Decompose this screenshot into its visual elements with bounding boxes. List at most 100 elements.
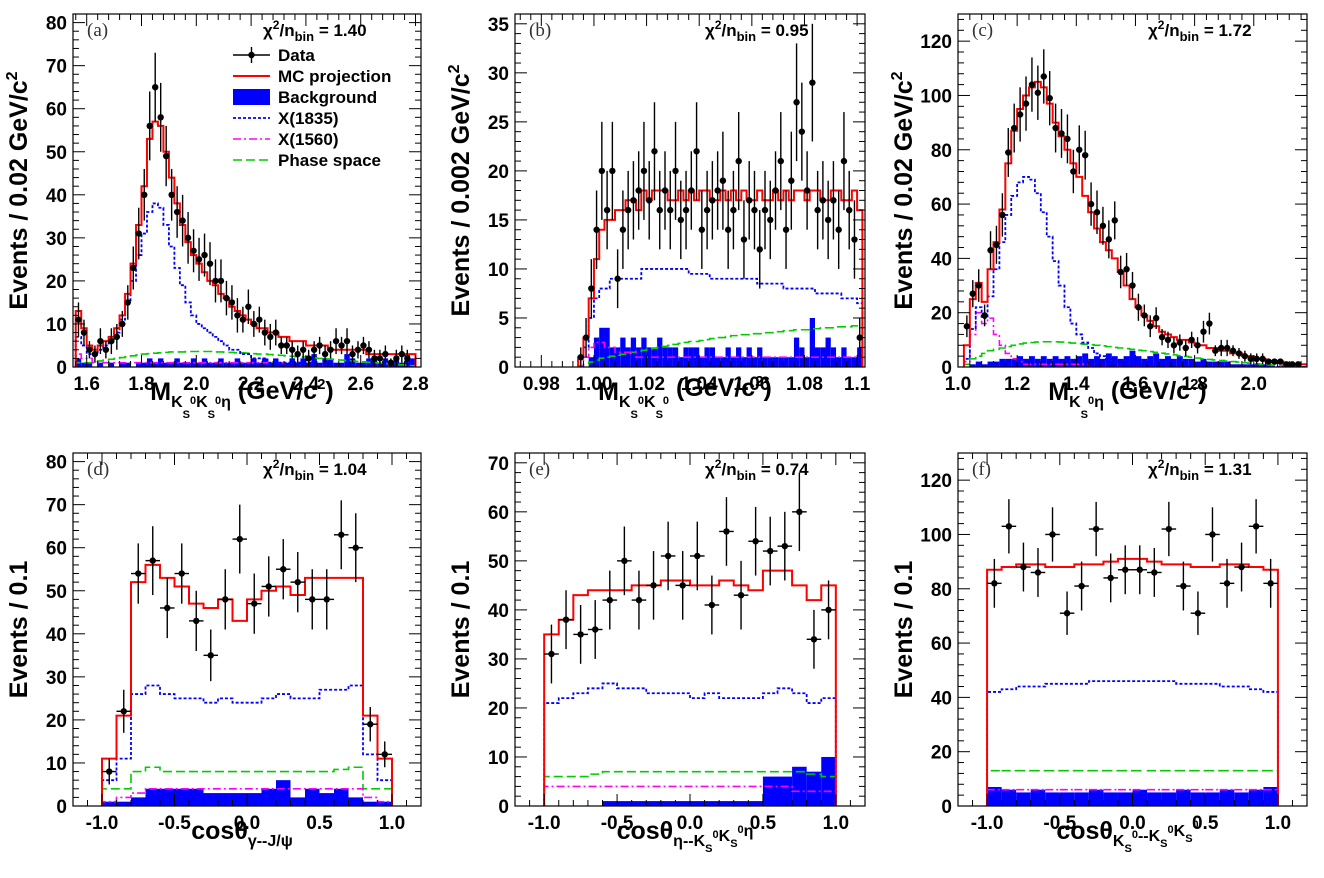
x-tick-label: 1.6 bbox=[1122, 374, 1148, 395]
background-bar bbox=[218, 793, 233, 806]
background-bar bbox=[363, 801, 378, 806]
background-bar bbox=[688, 347, 694, 367]
background-bar bbox=[1253, 364, 1260, 367]
data-point bbox=[621, 557, 628, 565]
y-axis-title: Events / 0.1 bbox=[5, 561, 33, 699]
background-bar bbox=[1005, 358, 1012, 367]
chi2-label: χ2/nbin = 1.40 bbox=[263, 18, 367, 44]
background-bar bbox=[207, 362, 213, 367]
background-bar bbox=[602, 801, 618, 806]
data-point bbox=[969, 290, 976, 297]
background-bar bbox=[278, 362, 284, 367]
background-bar bbox=[609, 347, 615, 367]
y-axis-title: Events / 0.1 bbox=[447, 561, 475, 699]
x-tick-label: 2.6 bbox=[348, 374, 374, 395]
background-bar bbox=[678, 357, 684, 367]
background-bar bbox=[168, 362, 175, 367]
background-bar bbox=[1064, 356, 1071, 367]
y-tick-label: 70 bbox=[488, 454, 509, 475]
legend-label: Phase space bbox=[278, 151, 381, 170]
data-point bbox=[267, 333, 274, 341]
data-point bbox=[338, 342, 345, 349]
background-bar bbox=[157, 358, 164, 367]
background-bar bbox=[185, 362, 191, 367]
background-bar bbox=[1117, 358, 1124, 367]
data-point bbox=[1209, 531, 1216, 538]
background-bar bbox=[806, 771, 822, 806]
y-tick-label: 40 bbox=[488, 601, 509, 622]
panel-3: 0 10 20 30 40 50 60 70 80 -1.0 -0.5 0.0 0.5 1.0 (d) χ2/… bbox=[5, 452, 422, 850]
x-axis-title: MKS0η (GeV/c2) bbox=[1048, 376, 1206, 421]
background-bar bbox=[119, 362, 126, 367]
background-bar bbox=[327, 358, 334, 367]
background-bar bbox=[1205, 792, 1220, 806]
background-bar bbox=[778, 357, 784, 367]
panel-label: (e) bbox=[529, 459, 550, 480]
data-point bbox=[577, 353, 584, 361]
y-tick-label: 120 bbox=[920, 471, 952, 492]
data-point bbox=[981, 312, 988, 319]
y-tick-label: 35 bbox=[488, 15, 510, 36]
data-point bbox=[1122, 566, 1129, 573]
data-point bbox=[598, 167, 606, 175]
data-point bbox=[75, 316, 82, 323]
y-tick-label: 0 bbox=[56, 797, 67, 818]
data-point bbox=[1152, 314, 1160, 322]
legend-label: MC projection bbox=[278, 67, 391, 86]
background-bar bbox=[131, 797, 146, 806]
data-point bbox=[323, 596, 330, 603]
background-bar bbox=[1105, 353, 1112, 367]
background-bar bbox=[232, 793, 247, 806]
data-point bbox=[1182, 344, 1189, 352]
data-point bbox=[619, 226, 627, 233]
data-point bbox=[577, 631, 584, 638]
data-point bbox=[299, 346, 307, 353]
data-point bbox=[1022, 100, 1030, 107]
y-tick-label: 0 bbox=[498, 797, 509, 818]
background-bar bbox=[1076, 356, 1083, 367]
data-point bbox=[130, 264, 137, 272]
data-point bbox=[190, 247, 197, 254]
background-bar bbox=[1017, 356, 1024, 367]
data-point bbox=[603, 206, 611, 214]
data-point bbox=[387, 359, 395, 366]
y-tick-label: 60 bbox=[46, 539, 67, 560]
y-tick-label: 15 bbox=[488, 211, 510, 232]
background-bar bbox=[625, 347, 631, 367]
background-bar bbox=[690, 801, 705, 806]
data-point bbox=[278, 342, 285, 349]
background-bar bbox=[1074, 792, 1089, 806]
data-point bbox=[294, 578, 301, 586]
background-bar bbox=[102, 801, 117, 806]
data-point bbox=[781, 542, 788, 550]
plot-area bbox=[577, 23, 864, 367]
legend-label: Data bbox=[278, 46, 315, 65]
data-point bbox=[688, 187, 695, 194]
background-bar bbox=[1088, 358, 1095, 367]
data-point bbox=[206, 260, 214, 267]
x-tick-label: 1.8 bbox=[1181, 374, 1207, 395]
background-bar bbox=[377, 801, 392, 806]
data-point bbox=[152, 83, 159, 91]
background-bar bbox=[223, 362, 230, 367]
background-bar bbox=[1023, 358, 1029, 367]
y-tick-label: 50 bbox=[46, 143, 67, 164]
background-bar bbox=[145, 788, 160, 806]
y-tick-label: 100 bbox=[920, 525, 952, 546]
background-bar bbox=[1230, 364, 1237, 367]
chi2-value: 0.74 bbox=[775, 460, 809, 479]
background-bar bbox=[1200, 358, 1207, 367]
y-tick-label: 30 bbox=[488, 64, 509, 85]
background-bar bbox=[1052, 356, 1059, 367]
background-bar bbox=[163, 362, 169, 367]
x1835-line bbox=[101, 684, 393, 806]
data-point bbox=[672, 167, 679, 175]
y-tick-label: 30 bbox=[488, 650, 509, 671]
data-point bbox=[1212, 347, 1219, 354]
background-bar bbox=[641, 337, 647, 367]
data-point bbox=[646, 197, 653, 204]
data-point bbox=[135, 230, 142, 237]
background-bar bbox=[125, 362, 131, 367]
data-point bbox=[679, 582, 686, 589]
plot-area bbox=[986, 499, 1279, 806]
